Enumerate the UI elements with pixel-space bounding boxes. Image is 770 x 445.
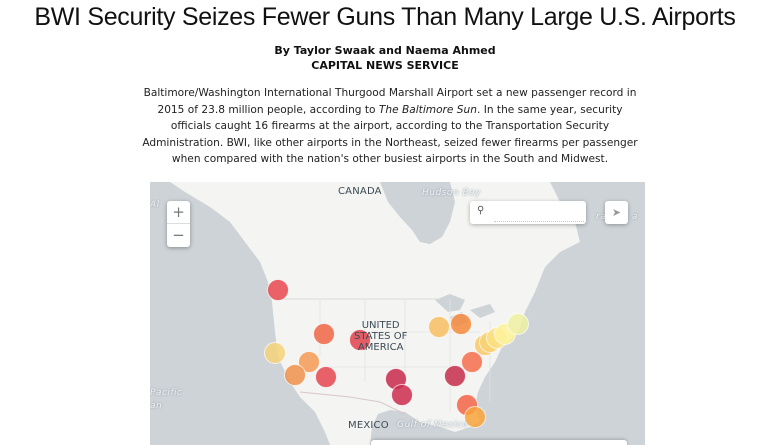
airport-marker-phoenix[interactable] [315, 366, 337, 388]
search-icon: ⚲ [477, 205, 485, 216]
byline-authors: By Taylor Swaak and Naema Ahmed [274, 44, 496, 57]
airport-marker-las-vegas[interactable] [298, 351, 320, 373]
us-mexico-border [299, 391, 406, 415]
map-search-input[interactable] [494, 205, 584, 222]
byline-outlet: CAPITAL NEWS SERVICE [311, 59, 459, 72]
label-usa-line2: STATES OF [354, 331, 408, 342]
map-container[interactable]: Al CANADA Hudson Bay rad a UNITED STATES… [150, 182, 645, 445]
label-labrador-2: a [632, 212, 639, 222]
zoom-in-button[interactable]: + [167, 201, 190, 224]
label-usa-line3: AMERICA [357, 342, 404, 353]
map-search-box: ⚲ [470, 201, 586, 224]
airport-marker-houston[interactable] [391, 384, 413, 406]
airport-marker-detroit[interactable] [450, 313, 472, 335]
intro-source-title: The Baltimore Sun [378, 103, 477, 116]
airport-marker-denver[interactable] [349, 329, 371, 351]
intro-text-1: Baltimore/Washington International Thurg… [143, 87, 637, 116]
label-alaska: Al [150, 200, 160, 210]
airport-marker-salt-lake-city[interactable] [313, 323, 335, 345]
paper-plane-icon: ➤ [611, 206, 622, 219]
locate-button[interactable]: ➤ [605, 201, 628, 224]
label-usa-line1: UNITED [361, 320, 400, 331]
basemap [150, 182, 645, 445]
atlantic-ocean [370, 182, 645, 445]
byline-block: By Taylor Swaak and Naema Ahmed CAPITAL … [0, 43, 770, 73]
intro-text-2: . In the same year, security officials c… [142, 103, 638, 166]
zoom-control: + − [167, 201, 190, 247]
page-title: BWI Security Seizes Fewer Guns Than Many… [34, 3, 736, 31]
label-gulf-of-mexico: Gulf of Mexico [397, 420, 469, 430]
airport-marker-orlando[interactable] [464, 406, 486, 428]
label-usa: UNITED STATES OF AMERICA [354, 320, 407, 353]
intro-paragraph: Baltimore/Washington International Thurg… [140, 85, 640, 168]
label-mexico: MEXICO [348, 420, 389, 431]
label-hudson-bay: Hudson Bay [422, 188, 481, 198]
airport-marker-seattle[interactable] [267, 279, 289, 301]
airport-marker-los-angeles[interactable] [284, 364, 306, 386]
airport-marker-new-york-boston[interactable] [507, 313, 529, 335]
airport-markers [264, 279, 529, 428]
zoom-out-button[interactable]: − [172, 226, 185, 244]
info-panel [371, 440, 627, 445]
label-labrador-1: rad [596, 212, 612, 222]
label-pacific-1: Pacific [150, 388, 183, 398]
airport-marker-san-francisco[interactable] [264, 342, 286, 364]
label-canada: CANADA [338, 186, 382, 197]
airport-marker-atlanta[interactable] [444, 365, 466, 387]
label-pacific-2: an [150, 401, 163, 411]
hudson-bay [380, 182, 455, 244]
airport-marker-chicago[interactable] [428, 316, 450, 338]
airport-marker-charlotte[interactable] [461, 351, 483, 373]
